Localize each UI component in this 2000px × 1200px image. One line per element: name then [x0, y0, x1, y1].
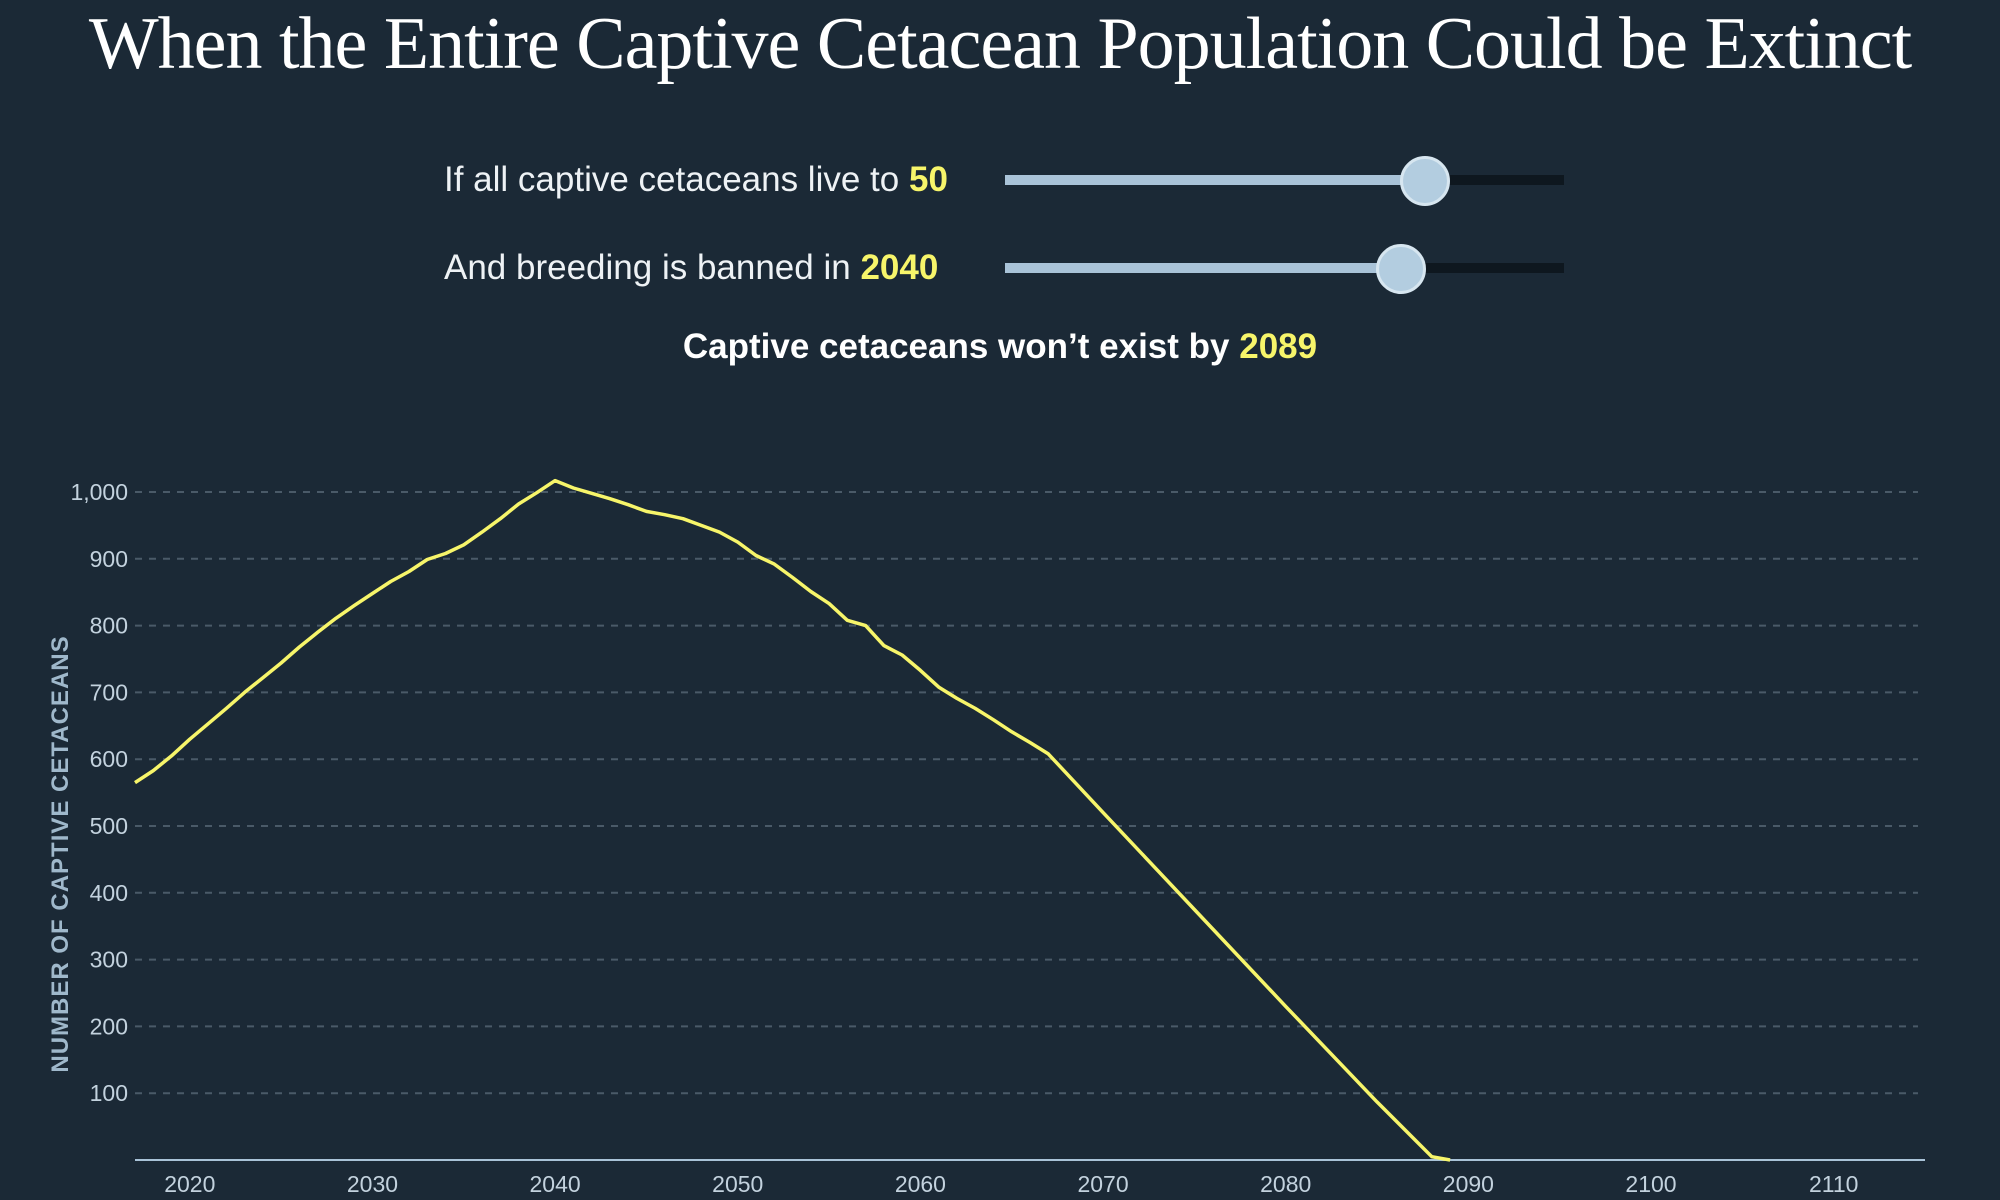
y-tick-label: 700 [90, 679, 128, 705]
y-tick-label: 500 [90, 813, 128, 839]
ban-value: 2040 [860, 248, 939, 287]
y-tick-label: 600 [90, 746, 128, 772]
series-line [134, 478, 1451, 1162]
x-tick-label: 2100 [1625, 1171, 1676, 1197]
y-tick-label: 100 [90, 1080, 128, 1106]
lifespan-value: 50 [908, 160, 948, 199]
x-tick-label: 2020 [164, 1171, 215, 1197]
ban-control: And breeding is banned in 2040 [444, 238, 1564, 298]
y-tick-label: 900 [90, 546, 128, 572]
y-tick-label: 800 [90, 613, 128, 639]
lifespan-slider-thumb[interactable] [1400, 156, 1451, 206]
x-tick-label: 2090 [1443, 1171, 1494, 1197]
y-tick-label: 200 [90, 1013, 128, 1039]
lifespan-slider[interactable] [1005, 150, 1564, 210]
x-ticks: 2020 2030 2040 2050 2060 2070 2080 2090 2100 2110 [164, 1171, 1858, 1197]
page-title: When the Entire Captive Cetacean Populat… [88, 3, 1912, 85]
y-ticks: 100 200 300 400 500 600 700 800 900 1,000 [70, 479, 128, 1106]
ban-slider-thumb[interactable] [1376, 244, 1427, 294]
ban-label: And breeding is banned in 2040 [444, 248, 1004, 288]
x-tick-label: 2030 [347, 1171, 398, 1197]
x-tick-label: 2040 [530, 1171, 581, 1197]
result-text: Captive cetaceans won’t exist by 2089 [0, 327, 2000, 367]
ban-slider-fill [1005, 263, 1401, 273]
x-tick-label: 2050 [712, 1171, 763, 1197]
y-axis-label: NUMBER OF CAPTIVE CETACEANS [47, 635, 74, 1072]
ban-label-text: And breeding is banned in [444, 248, 851, 287]
lifespan-control: If all captive cetaceans live to 50 [444, 150, 1564, 210]
lifespan-slider-fill [1005, 175, 1425, 185]
lifespan-label: If all captive cetaceans live to 50 [444, 160, 1004, 200]
x-tick-label: 2080 [1260, 1171, 1311, 1197]
y-tick-label: 1,000 [70, 479, 128, 505]
result-label: Captive cetaceans won’t exist by [682, 327, 1230, 366]
ban-slider[interactable] [1005, 238, 1564, 298]
y-tick-label: 300 [90, 947, 128, 973]
result-value: 2089 [1239, 327, 1318, 366]
x-tick-label: 2060 [895, 1171, 946, 1197]
x-tick-label: 2070 [1077, 1171, 1128, 1197]
x-tick-label: 2110 [1809, 1171, 1858, 1197]
y-tick-label: 400 [90, 880, 128, 906]
lifespan-label-text: If all captive cetaceans live to [444, 160, 900, 199]
grid-layer [135, 491, 1918, 1095]
